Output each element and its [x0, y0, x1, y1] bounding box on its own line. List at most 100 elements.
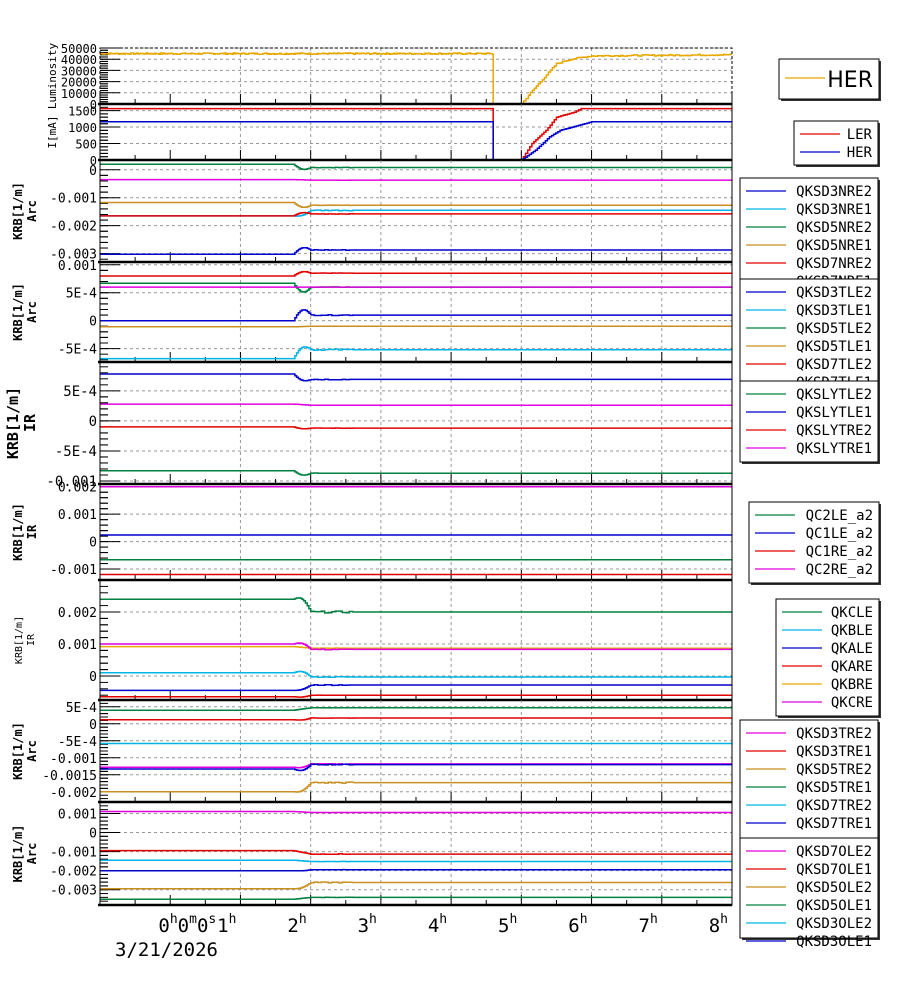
panel-current: 0 500 1000 1500 I[mA]	[46, 103, 733, 168]
series-line-QKCRE	[100, 642, 732, 651]
legend-label: QKSD3NRE1	[796, 202, 872, 218]
legend-label: QKSD3TLE1	[796, 303, 872, 319]
y-tick-label: -0.002	[50, 865, 97, 880]
panel-krb-arc-tre: -0.002 -0.0015 -0.001 -5E-4 0 5E-4 KRB[1/m] Arc	[11, 699, 733, 804]
x-tick-label: 1h	[217, 912, 236, 937]
series-line-QKCLE	[100, 597, 732, 614]
y-axis-label: Arc	[25, 740, 39, 762]
y-tick-label: 0.001	[58, 807, 97, 822]
y-axis-label: IR	[21, 413, 39, 432]
panels: 01000020000300004000050000Luminosity0500…	[4, 42, 733, 907]
series-line-HER	[100, 121, 732, 160]
legend-label: QC2LE_a2	[806, 508, 873, 524]
legend-label: QKSD7TLE2	[796, 357, 872, 373]
panel-frame	[99, 699, 733, 803]
y-tick-label: 30000	[61, 64, 97, 78]
panel-frame	[99, 579, 733, 701]
panel-frame	[99, 261, 733, 363]
y-axis-label: KRB[1/m]	[14, 616, 25, 664]
y-tick-label: 0	[89, 718, 97, 733]
series-line-QKSD7OLE1	[100, 849, 732, 856]
panel-krb-ir-qc: -0.001 0 0.001 0.002 KRB[1/m] IR	[11, 481, 733, 582]
legend-label: QKSD5TLE2	[796, 321, 872, 337]
series-line-QKSD3TLE1	[100, 346, 732, 360]
panel-frame	[99, 361, 733, 485]
y-tick-label: -5E-4	[58, 343, 97, 358]
y-tick-label: 5E-4	[66, 701, 97, 716]
panel-krb-arc-nre: -0.003 -0.002 -0.001 0 KRB[1/m] Arc	[11, 159, 733, 264]
panel-frame	[99, 103, 733, 161]
x-tick-label: 4h	[428, 912, 447, 937]
y-tick-label: -5E-4	[58, 735, 97, 750]
y-tick-label: 40000	[61, 53, 97, 67]
series-line-QKSD5TLE1	[100, 325, 732, 328]
series-line-QKSD7NRE2	[100, 211, 732, 217]
series-line-LER	[100, 107, 732, 160]
legend-current: LER HER	[793, 120, 880, 167]
series-line-QKBLE	[100, 670, 732, 678]
series-line-QKSD3TLE2	[100, 309, 732, 322]
y-tick-label: 0	[90, 98, 97, 112]
legend-label: QKCLE	[831, 605, 873, 621]
series-line-QKALE	[100, 683, 732, 692]
y-axis-label: KRB[1/m]	[4, 387, 22, 459]
y-axis-label: Arc	[25, 843, 39, 865]
legend-label: QC2RE_a2	[806, 562, 873, 578]
series-line-QKSD7TRE1	[100, 763, 732, 772]
y-tick-label: 20000	[61, 76, 97, 90]
y-axis-label: Arc	[25, 301, 39, 323]
legend-label: QKARE	[831, 659, 873, 675]
x-tick-label: 0h0m0s	[158, 912, 216, 937]
y-tick-label: -0.001	[50, 846, 97, 861]
legend-label: QKSD3OLE1	[796, 934, 872, 950]
series-line-QKSD5NRE2	[100, 163, 732, 171]
legend-box	[778, 58, 880, 100]
y-axis-label: Luminosity	[46, 43, 59, 110]
y-tick-label: -5E-4	[55, 444, 97, 460]
legend-label: QC1RE_a2	[806, 544, 873, 560]
series-line-QKBRE	[100, 645, 732, 650]
series-line-HER	[100, 52, 732, 104]
panel-krb-arc-tle: -5E-4 0 5E-4 0.001 KRB[1/m] Arc	[11, 259, 733, 364]
legend-label: HER	[847, 145, 873, 161]
legend-label: QKSD7TRE1	[796, 816, 872, 832]
legend-label: QKSD3OLE2	[796, 916, 872, 932]
legend-label: QKSD5OLE1	[796, 898, 872, 914]
y-tick-label: 5E-4	[66, 287, 97, 302]
y-tick-label: 0.001	[58, 638, 97, 653]
x-tick-label: 3h	[358, 912, 377, 937]
y-tick-label: 0	[89, 827, 97, 842]
legend-box	[793, 120, 879, 166]
legends: HER LER HER QKSD3NRE2 QKSD3NRE1 QKSD5NRE2 QKSD…	[739, 58, 881, 950]
series-line-QKSD5NRE1	[100, 201, 732, 209]
series-line-QKSD5TRE2	[100, 781, 732, 793]
panel-frame	[99, 47, 733, 105]
y-tick-label: -0.003	[50, 248, 97, 263]
y-tick-label: 0	[89, 164, 97, 179]
legend-label: QKSD7OLE1	[796, 862, 872, 878]
legend-label: QKSD5NRE2	[796, 220, 872, 236]
legend-box	[775, 598, 880, 717]
x-axis: 0h0m0s 1h 2h 3h 4h 5h 6h 7h 8h 3/21/2026	[115, 912, 728, 961]
x-tick-label: 8h	[709, 912, 728, 937]
y-tick-label: 5E-4	[63, 384, 97, 400]
y-tick-label: 0	[90, 154, 97, 168]
legend-box	[739, 719, 879, 841]
legend-label: QKBLE	[831, 623, 873, 639]
series-line-QKSD3TRE1	[100, 717, 732, 721]
y-axis-label: KRB[1/m]	[11, 182, 25, 240]
x-tick-label: 7h	[638, 912, 657, 937]
y-tick-label: 1000	[68, 121, 97, 135]
legend-label: QKBRE	[831, 677, 873, 693]
legend-label: QKSD5TRE1	[796, 780, 872, 796]
legend-label: QKSD3TRE2	[796, 726, 872, 742]
panel-krb-arc-ole: -0.003 -0.002 -0.001 0 0.001 KRB[1/m] Arc	[11, 801, 733, 907]
series-line-QKSLYTLE2	[100, 470, 732, 476]
series-line-QKSD5TRE1	[100, 706, 732, 711]
series-line-QKARE	[100, 694, 732, 698]
series-line-QKSLYTLE1	[100, 373, 732, 382]
x-tick-label: 5h	[498, 912, 517, 937]
panel-krb-ir-qk: 0 0.001 0.002 KRB[1/m] IR	[14, 579, 733, 702]
y-axis-label: KRB[1/m]	[11, 825, 25, 883]
